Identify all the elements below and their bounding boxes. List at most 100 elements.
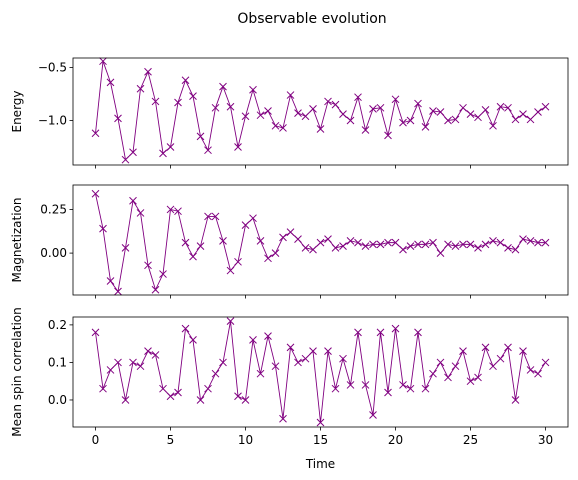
marker [106, 277, 115, 285]
marker [384, 131, 392, 140]
marker [181, 324, 190, 333]
marker [526, 115, 535, 124]
marker [466, 110, 475, 119]
marker [196, 132, 205, 141]
marker [211, 103, 220, 112]
marker [354, 238, 362, 247]
marker [241, 221, 250, 230]
marker [136, 362, 145, 371]
marker [166, 392, 175, 401]
marker [534, 238, 542, 247]
marker [174, 98, 182, 107]
marker [526, 366, 535, 374]
marker [204, 146, 212, 155]
marker [361, 381, 370, 389]
marker [219, 237, 227, 245]
marker [226, 102, 235, 111]
marker [286, 343, 295, 352]
marker [129, 358, 137, 367]
x-tick-label: 20 [388, 433, 403, 447]
marker [316, 125, 325, 133]
marker [309, 104, 317, 113]
series-line [95, 321, 546, 423]
marker [234, 143, 242, 151]
marker [249, 214, 257, 223]
marker [91, 328, 100, 337]
marker [346, 237, 355, 245]
marker [249, 85, 257, 94]
marker [331, 244, 340, 252]
marker [271, 249, 280, 257]
marker [301, 112, 310, 121]
marker [466, 240, 475, 249]
marker [166, 205, 175, 214]
marker [346, 116, 355, 125]
marker [106, 78, 115, 87]
marker [196, 242, 205, 250]
marker [226, 266, 235, 275]
marker [399, 118, 407, 127]
marker [339, 242, 347, 250]
marker [174, 388, 182, 397]
marker [241, 112, 250, 121]
y-tick-label: −1.0 [38, 114, 67, 128]
marker [271, 121, 280, 130]
marker [181, 238, 190, 247]
marker [451, 115, 460, 124]
marker [354, 328, 362, 337]
marker [489, 237, 497, 245]
marker [189, 336, 197, 344]
marker [376, 240, 385, 249]
marker [541, 102, 550, 111]
marker [414, 328, 422, 337]
marker [324, 235, 332, 243]
marker [256, 237, 265, 245]
marker [324, 97, 332, 106]
marker [234, 257, 242, 266]
marker [99, 57, 107, 66]
marker [204, 384, 212, 393]
marker [159, 384, 167, 393]
marker [399, 381, 407, 389]
x-tick-label: 0 [92, 433, 100, 447]
marker [256, 369, 265, 378]
marker [174, 207, 182, 216]
y-tick-label: −0.5 [38, 61, 67, 75]
x-axis-label: Time [305, 457, 335, 471]
marker [99, 224, 107, 233]
marker [459, 103, 467, 112]
marker [436, 108, 445, 116]
marker [496, 238, 505, 247]
marker [279, 233, 287, 242]
marker [519, 110, 527, 119]
marker [121, 155, 130, 164]
marker [226, 317, 235, 325]
marker [159, 149, 167, 158]
marker [451, 242, 460, 250]
marker [436, 358, 445, 367]
marker [496, 102, 505, 111]
marker [391, 324, 400, 333]
marker [211, 212, 220, 221]
marker [264, 332, 272, 341]
marker [414, 240, 422, 249]
marker [504, 103, 512, 112]
marker [189, 252, 197, 261]
marker [391, 238, 400, 247]
marker [339, 354, 347, 363]
marker [189, 92, 197, 100]
series-line [95, 61, 546, 161]
marker [234, 392, 242, 401]
marker [384, 388, 392, 397]
marker [406, 116, 415, 125]
marker [526, 237, 535, 245]
marker [219, 358, 227, 367]
marker [421, 384, 430, 393]
x-tick-label: 15 [313, 433, 328, 447]
marker [309, 347, 317, 356]
figure-title: Observable evolution [237, 11, 386, 27]
marker [429, 107, 437, 115]
y-axis-label: Energy [10, 90, 24, 132]
marker [294, 109, 302, 117]
marker [279, 414, 287, 423]
